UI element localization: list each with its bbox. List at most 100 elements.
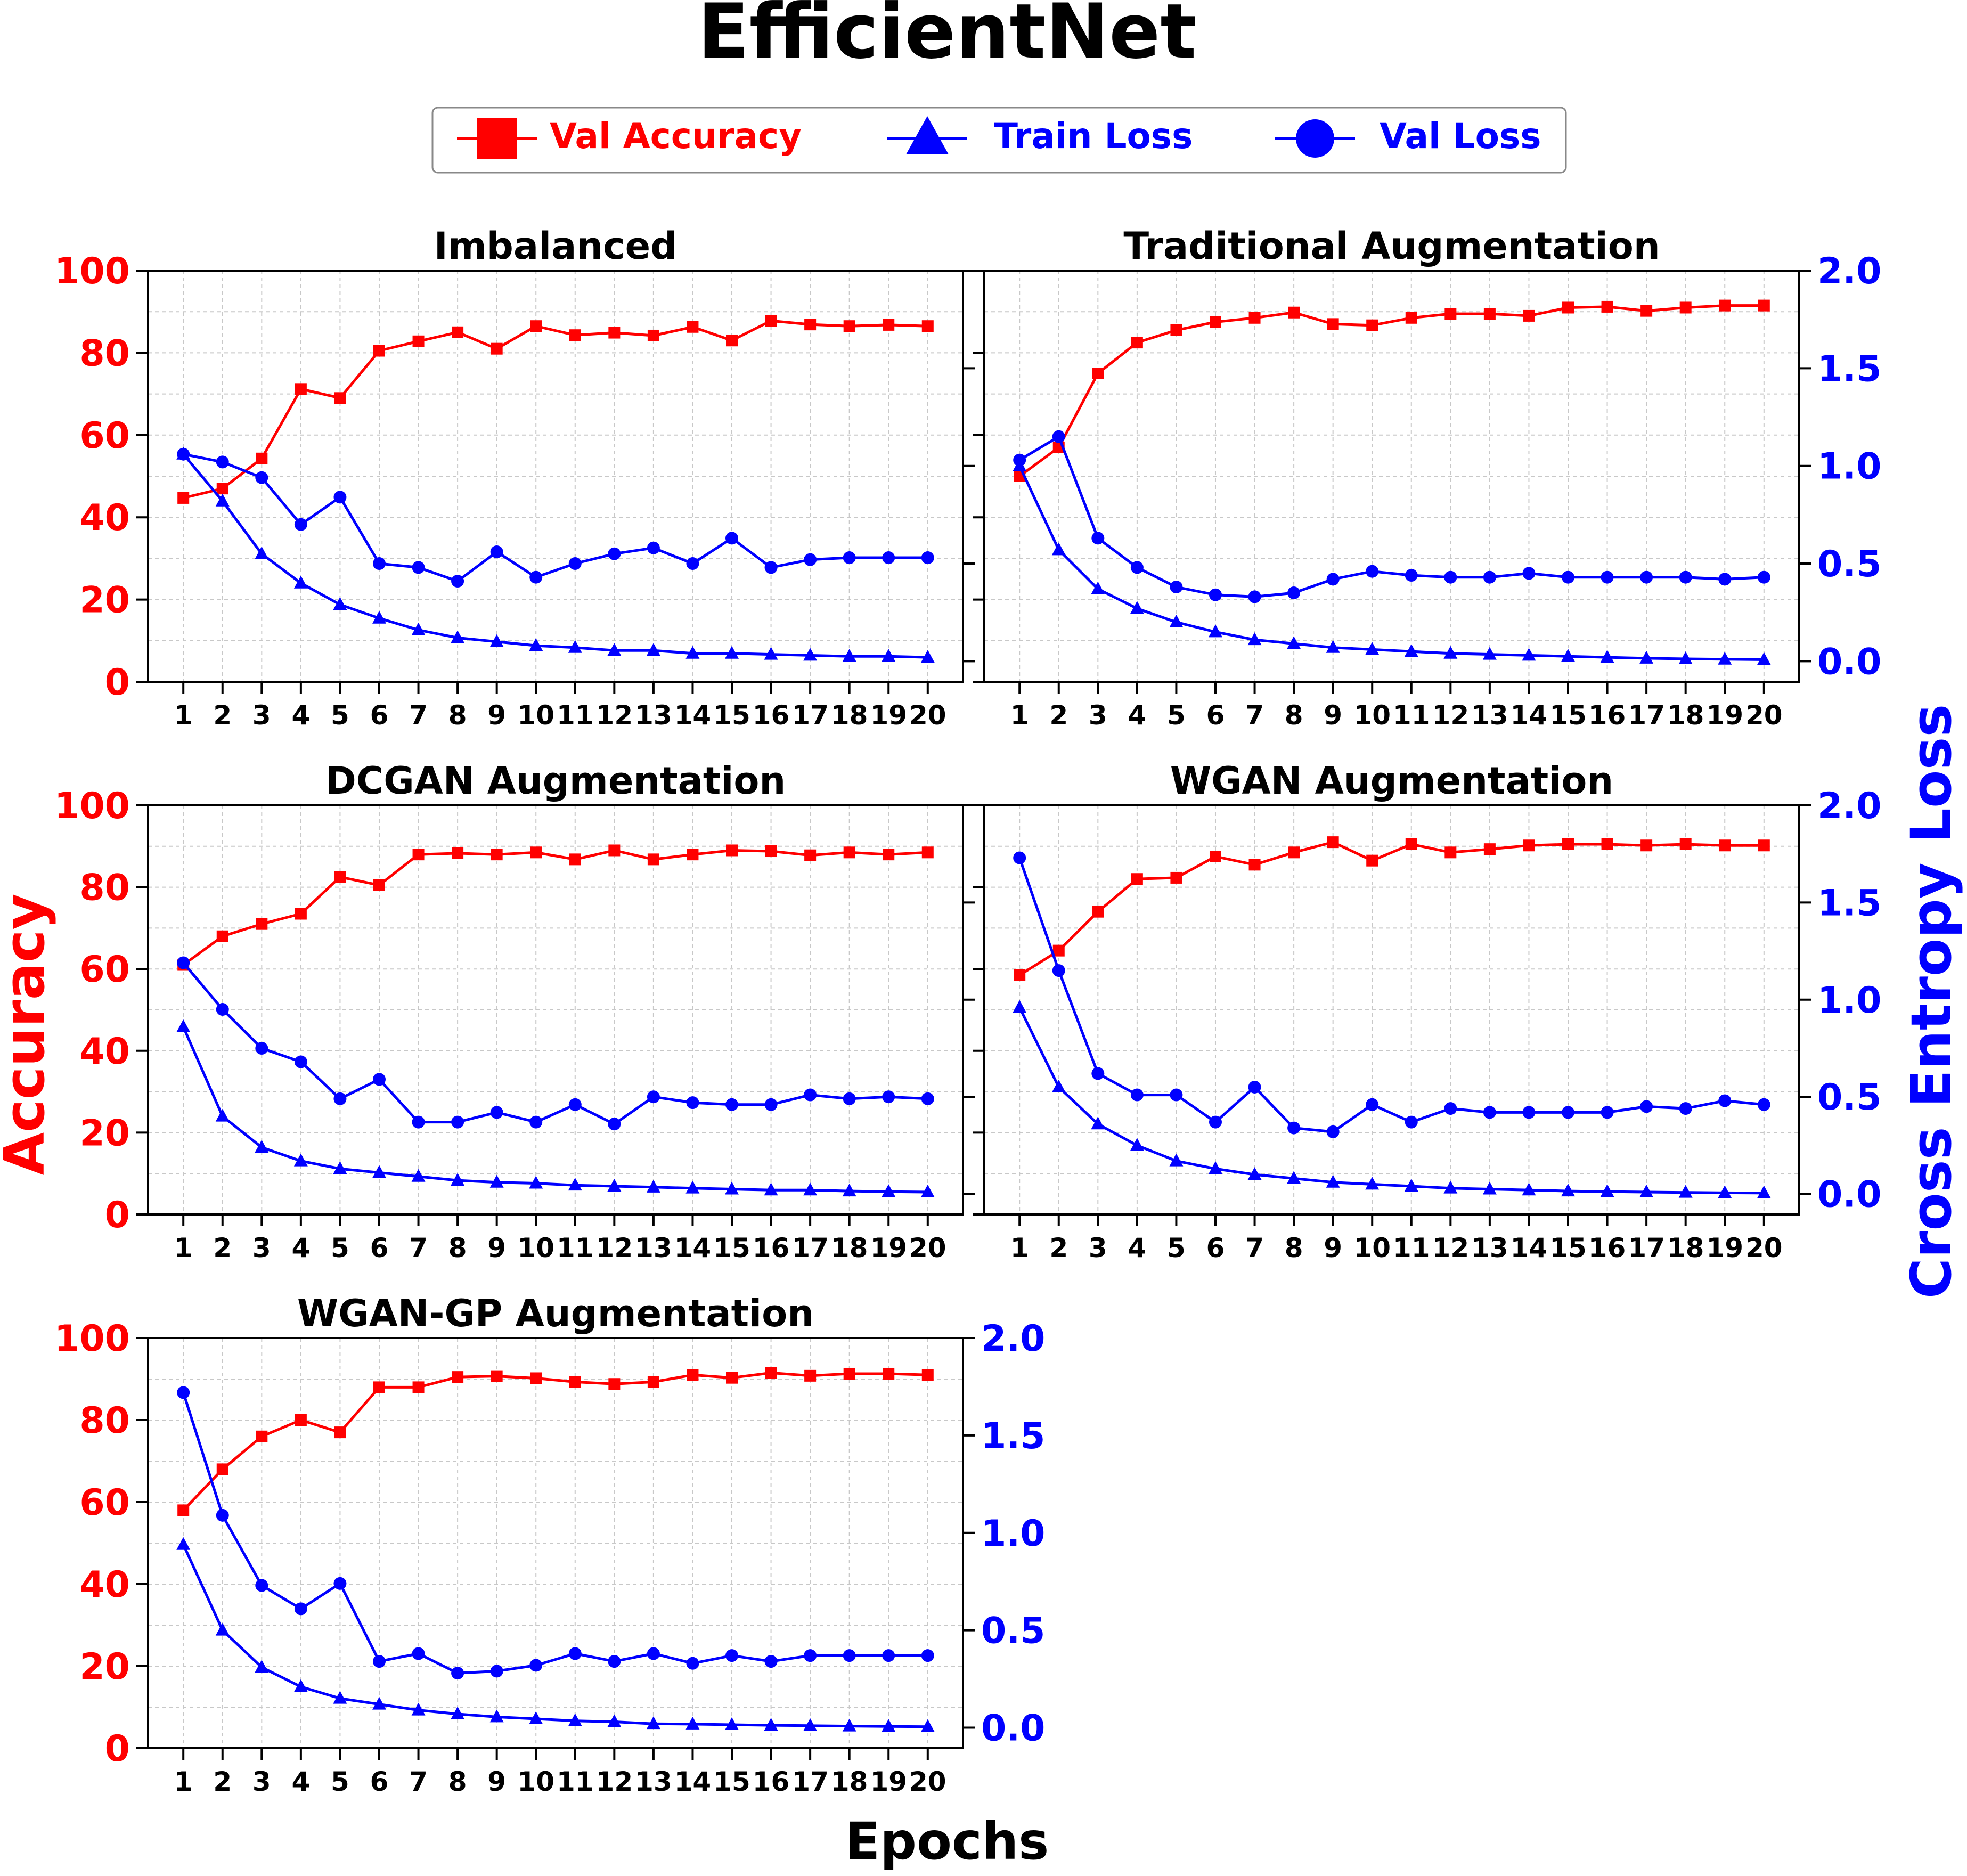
data-point-square <box>1719 299 1731 312</box>
data-point-triangle <box>803 1718 818 1731</box>
data-point-triangle <box>293 1153 308 1167</box>
series-val-accuracy <box>177 844 934 971</box>
x-tick-label: 6 <box>1206 700 1225 731</box>
x-tick-label: 8 <box>1285 1233 1303 1263</box>
left-tick-label: 80 <box>79 1400 130 1442</box>
data-point-triangle <box>920 650 935 663</box>
data-point-triangle <box>372 1696 386 1710</box>
x-tick-label: 3 <box>1089 1233 1107 1263</box>
data-point-square <box>373 879 385 891</box>
data-point-square <box>1327 318 1339 330</box>
data-point-triangle <box>685 646 700 659</box>
series-val-loss <box>177 1386 934 1680</box>
data-point-circle <box>1601 1106 1614 1119</box>
data-point-square <box>726 335 738 347</box>
data-point-triangle <box>1287 636 1301 649</box>
data-point-triangle <box>1247 1167 1262 1180</box>
data-point-circle <box>647 1647 660 1660</box>
legend-circle-marker <box>1296 119 1334 158</box>
data-point-triangle <box>1404 644 1418 657</box>
x-tick-label: 9 <box>1324 700 1342 731</box>
data-point-triangle <box>1326 1174 1340 1188</box>
x-tick-label: 14 <box>1511 700 1548 731</box>
data-point-circle <box>372 557 386 570</box>
x-tick-label: 11 <box>557 1766 594 1797</box>
left-tick-label: 40 <box>79 1031 130 1073</box>
data-point-circle <box>921 1649 934 1662</box>
x-tick-label: 18 <box>831 1233 868 1263</box>
data-point-circle <box>1483 570 1496 584</box>
data-point-square <box>883 849 895 861</box>
data-point-circle <box>608 547 621 560</box>
left-tick-label: 60 <box>79 415 130 457</box>
data-point-square <box>687 849 699 861</box>
x-tick-label: 9 <box>487 1233 506 1263</box>
left-tick-label: 20 <box>79 580 130 622</box>
data-point-square <box>1170 871 1182 884</box>
data-point-circle <box>1130 1088 1144 1102</box>
data-point-triangle <box>568 640 582 653</box>
x-tick-label: 20 <box>1745 700 1783 731</box>
data-point-triangle <box>1130 1138 1144 1151</box>
data-point-circle <box>647 541 660 554</box>
data-point-triangle <box>1365 642 1380 655</box>
data-point-circle <box>1248 590 1261 603</box>
series-line <box>1018 841 1764 976</box>
data-point-square <box>1288 306 1300 319</box>
data-point-square <box>412 849 425 861</box>
data-point-circle <box>568 557 582 570</box>
data-point-triangle <box>685 1180 700 1194</box>
data-point-square <box>491 1370 503 1382</box>
data-point-square <box>491 342 503 355</box>
data-point-square <box>687 321 699 333</box>
legend-triangle-marker <box>906 116 949 154</box>
x-tick-label: 13 <box>635 1233 672 1263</box>
data-point-square <box>452 1371 464 1383</box>
data-point-circle <box>1287 1121 1301 1135</box>
series-train-loss <box>1013 1000 1771 1198</box>
data-point-circle <box>647 1090 660 1104</box>
data-point-circle <box>1483 1106 1496 1119</box>
data-point-square <box>295 908 307 920</box>
data-point-square <box>412 335 425 347</box>
series-val-accuracy <box>177 315 934 504</box>
data-point-circle <box>725 532 739 545</box>
x-tick-label: 1 <box>174 1766 193 1797</box>
data-point-triangle <box>1443 1180 1458 1194</box>
x-tick-label: 19 <box>1706 1233 1743 1263</box>
plot-frame <box>147 270 964 683</box>
data-point-circle <box>1405 569 1418 582</box>
data-point-square <box>373 1381 385 1393</box>
data-point-triangle <box>1718 651 1732 665</box>
data-point-square <box>883 1367 895 1380</box>
x-tick-label: 17 <box>1628 700 1665 731</box>
x-tick-label: 20 <box>909 1233 946 1263</box>
data-point-circle <box>1287 586 1301 600</box>
data-point-triangle <box>607 1179 622 1192</box>
data-point-circle <box>177 447 190 461</box>
data-point-triangle <box>1013 1000 1027 1013</box>
subplot-title: WGAN Augmentation <box>1170 759 1613 803</box>
subplot-title: WGAN-GP Augmentation <box>297 1292 814 1335</box>
data-point-triangle <box>1561 649 1576 662</box>
x-tick-label: 13 <box>635 700 672 731</box>
figure-ylabel-left: Accuracy <box>0 894 57 1176</box>
x-tick-label: 19 <box>870 1233 907 1263</box>
x-tick-label: 16 <box>753 1233 790 1263</box>
subplot-title: Traditional Augmentation <box>1123 224 1660 268</box>
data-point-square <box>295 383 307 395</box>
data-point-square <box>921 1369 934 1381</box>
data-point-square <box>1366 854 1378 867</box>
data-point-triangle <box>372 610 386 624</box>
series-train-loss <box>176 446 935 663</box>
data-point-triangle <box>920 1719 935 1732</box>
x-tick-label: 4 <box>1128 700 1146 731</box>
data-point-triangle <box>764 1718 778 1731</box>
data-point-triangle <box>489 634 504 647</box>
data-point-circle <box>686 557 699 570</box>
data-point-triangle <box>1482 647 1497 660</box>
x-tick-label: 7 <box>409 700 428 731</box>
x-tick-label: 12 <box>596 1233 633 1263</box>
data-point-triangle <box>1208 624 1222 638</box>
x-tick-label: 7 <box>1245 1233 1264 1263</box>
